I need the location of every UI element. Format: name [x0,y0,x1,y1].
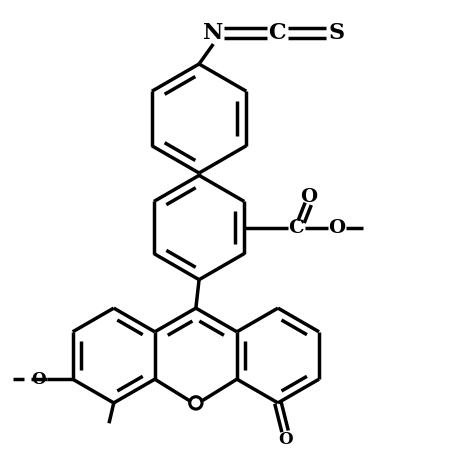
Text: O: O [279,431,293,448]
Text: O: O [300,188,317,206]
Text: C: C [289,219,304,237]
Text: C: C [268,22,286,44]
Text: O: O [328,219,345,237]
Text: N: N [203,22,223,44]
Text: O: O [31,371,46,388]
Text: S: S [328,22,345,44]
